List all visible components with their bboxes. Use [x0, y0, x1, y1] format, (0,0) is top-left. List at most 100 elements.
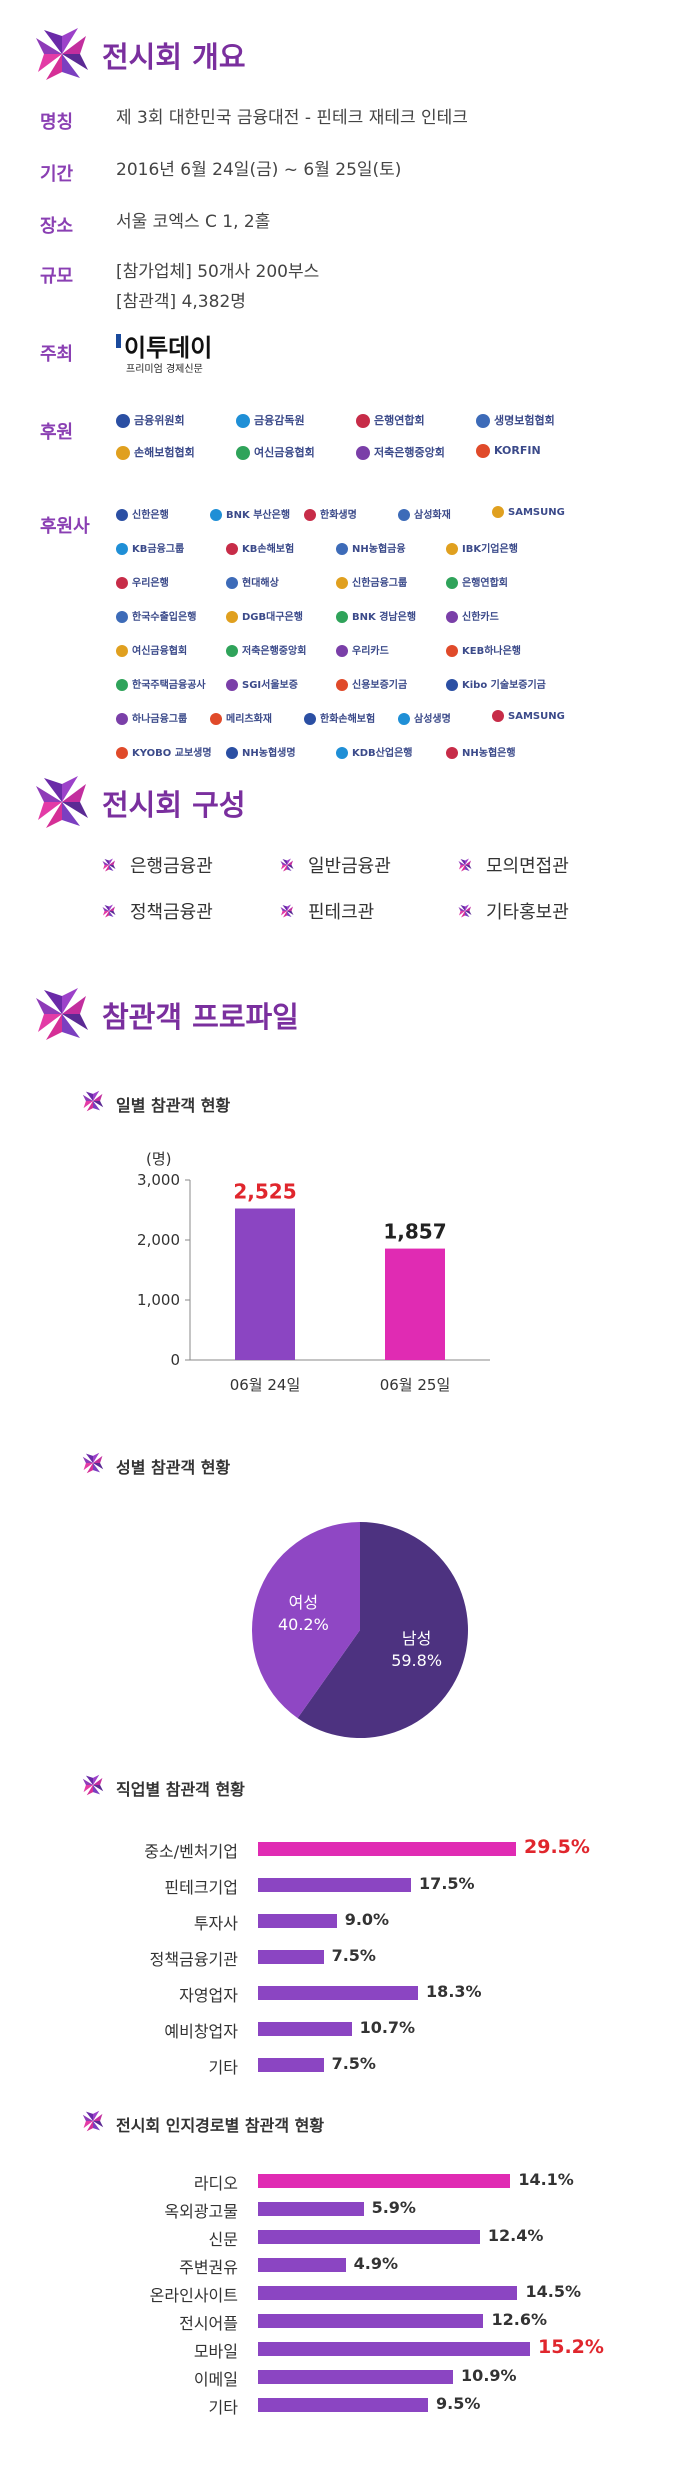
hbar-category-label: 온라인사이트 — [149, 2286, 238, 2305]
overview-label-host: 주최 — [40, 344, 74, 365]
supporter-logo: 메리츠화재 — [210, 710, 272, 725]
supporter-logo-label: KDB산업은행 — [352, 748, 413, 759]
supporter-logo-label: NH농협생명 — [242, 748, 296, 759]
supporter-logo-icon — [116, 543, 128, 555]
supporter-logo: DGB대구은행 — [226, 608, 303, 623]
composition-item-label: 은행금융관 — [130, 856, 213, 877]
pie-slice-label: 남성 — [402, 1629, 431, 1648]
supporter-logo-label: SAMSUNG — [508, 507, 565, 518]
supporter-logo-icon — [336, 747, 348, 759]
composition-item-label: 정책금융관 — [130, 902, 213, 923]
supporter-logo: 은행연합회 — [446, 574, 508, 589]
supporter-logo: 신한금융그룹 — [336, 574, 407, 589]
supporter-logo-icon — [116, 645, 128, 657]
supporter-logo: NH농협은행 — [446, 744, 516, 759]
supporter-logo-icon — [116, 713, 128, 725]
supporter-logo-icon — [398, 509, 410, 521]
bar — [385, 1248, 445, 1360]
sponsor-logo-icon — [236, 414, 250, 428]
supporter-logo-label: SGI서울보증 — [242, 680, 298, 691]
sponsor-logo-icon — [116, 446, 130, 460]
hbar-value-label: 12.6% — [491, 2310, 547, 2329]
host-logo-sub: 프리미엄 경제신문 — [126, 364, 203, 375]
composition-item-label: 일반금융관 — [308, 856, 391, 877]
hbar-bar — [258, 2058, 324, 2072]
sponsor-logo-icon — [236, 446, 250, 460]
overview-value-scale-exhibitors: [참가업체] 50개사 200부스 — [116, 262, 320, 282]
hbar-category-label: 기타 — [208, 2058, 238, 2077]
supporter-logo: KEB하나은행 — [446, 642, 521, 657]
supporter-logo-label: 한화생명 — [320, 510, 357, 521]
supporter-logo-icon — [116, 679, 128, 691]
sponsor-logo: 금융위원회 — [116, 412, 185, 428]
hbar-bar — [258, 2398, 428, 2412]
supporter-logo-label: BNK 부산은행 — [226, 510, 291, 521]
bar — [235, 1208, 295, 1360]
supporter-logo-label: KB손해보험 — [242, 544, 295, 555]
overview-value-venue: 서울 코엑스 C 1, 2홀 — [116, 212, 271, 232]
composition-item-label: 모의면접관 — [486, 856, 569, 877]
supporter-logo: KDB산업은행 — [336, 744, 412, 759]
hbar-value-label: 9.5% — [436, 2394, 481, 2413]
pie-slice-value: 59.8% — [391, 1651, 442, 1670]
overview-label-scale: 규모 — [40, 266, 74, 287]
supporter-logo-label: 저축은행중앙회 — [242, 646, 307, 657]
hbar-bar — [258, 1878, 412, 1892]
supporter-logo-label: SAMSUNG — [508, 711, 565, 722]
supporter-logo-label: 현대해상 — [242, 578, 279, 589]
hbar-category-label: 자영업자 — [179, 1986, 238, 2005]
supporter-logo-icon — [492, 506, 504, 518]
hbar-value-label: 18.3% — [426, 1982, 482, 2001]
sponsor-logo-label: 생명보험협회 — [494, 414, 555, 427]
pinwheel-small-icon — [82, 1090, 104, 1112]
supporter-logo-icon — [492, 710, 504, 722]
y-tick-label: 1,000 — [137, 1291, 180, 1309]
supporter-logo-icon — [446, 611, 458, 623]
daily-visitors-chart: (명) 0 1,000 2,000 3,000 2,525 06월 24일 1,857 06월 … — [137, 1150, 490, 1394]
supporter-logo: 우리은행 — [116, 574, 169, 589]
pie-slice — [297, 1522, 468, 1738]
supporter-logo: 하나금융그룹 — [116, 710, 187, 725]
supporter-logo: 우리카드 — [336, 642, 389, 657]
hbar-bar — [258, 2258, 346, 2272]
hbar-bar — [258, 2230, 480, 2244]
job-chart-title: 직업별 참관객 현황 — [116, 1780, 245, 1799]
route-chart-title: 전시회 인지경로별 참관객 현황 — [116, 2116, 325, 2135]
supporter-logo-label: 한화손해보험 — [320, 714, 376, 725]
hbar-value-label: 10.7% — [359, 2018, 416, 2037]
hbar-value-label: 17.5% — [419, 1874, 475, 1893]
composition-item-label: 핀테크관 — [308, 902, 375, 923]
overview-title: 전시회 개요 — [102, 40, 246, 74]
supporter-logo: 한화손해보험 — [304, 710, 375, 725]
supporter-logo-label: IBK기업은행 — [462, 544, 518, 555]
pinwheel-logo-icon — [34, 774, 90, 830]
profile-title: 참관객 프로파일 — [102, 1000, 299, 1034]
supporter-logo-icon — [210, 713, 222, 725]
hbar-category-label: 전시어플 — [179, 2314, 238, 2333]
supporter-logo-label: 하나금융그룹 — [132, 714, 188, 725]
bullet-pinwheel-icon — [102, 904, 116, 918]
supporter-logo: 신한은행 — [116, 506, 169, 521]
pinwheel-logo-icon — [34, 26, 90, 82]
supporter-logo-label: 우리은행 — [132, 578, 169, 589]
supporter-logo-icon — [336, 679, 348, 691]
supporter-logo: 한국주택금융공사 — [116, 676, 206, 691]
hbar-bar — [258, 2314, 484, 2328]
supporter-logo-icon — [116, 747, 128, 759]
supporter-logo-icon — [226, 611, 238, 623]
supporter-logo: 여신금융협회 — [116, 642, 187, 657]
composition-item: 은행금융관 — [102, 852, 213, 878]
supporter-logo-icon — [116, 611, 128, 623]
hbar-category-label: 기타 — [208, 2398, 238, 2417]
y-unit-label: (명) — [146, 1150, 172, 1168]
composition-item: 모의면접관 — [458, 852, 569, 878]
supporter-logo-icon — [210, 509, 222, 521]
supporter-logo: IBK기업은행 — [446, 540, 518, 555]
sponsor-logo-label: 여신금융협회 — [254, 446, 315, 459]
host-logo-text: 이투데이 — [124, 334, 213, 362]
supporter-logo-label: 삼성화재 — [414, 510, 451, 521]
hbar-category-label: 신문 — [208, 2230, 238, 2249]
overview-label-name: 명칭 — [40, 112, 74, 133]
supporter-logo-label: 여신금융협회 — [132, 646, 188, 657]
sponsor-logo: 은행연합회 — [356, 412, 425, 428]
